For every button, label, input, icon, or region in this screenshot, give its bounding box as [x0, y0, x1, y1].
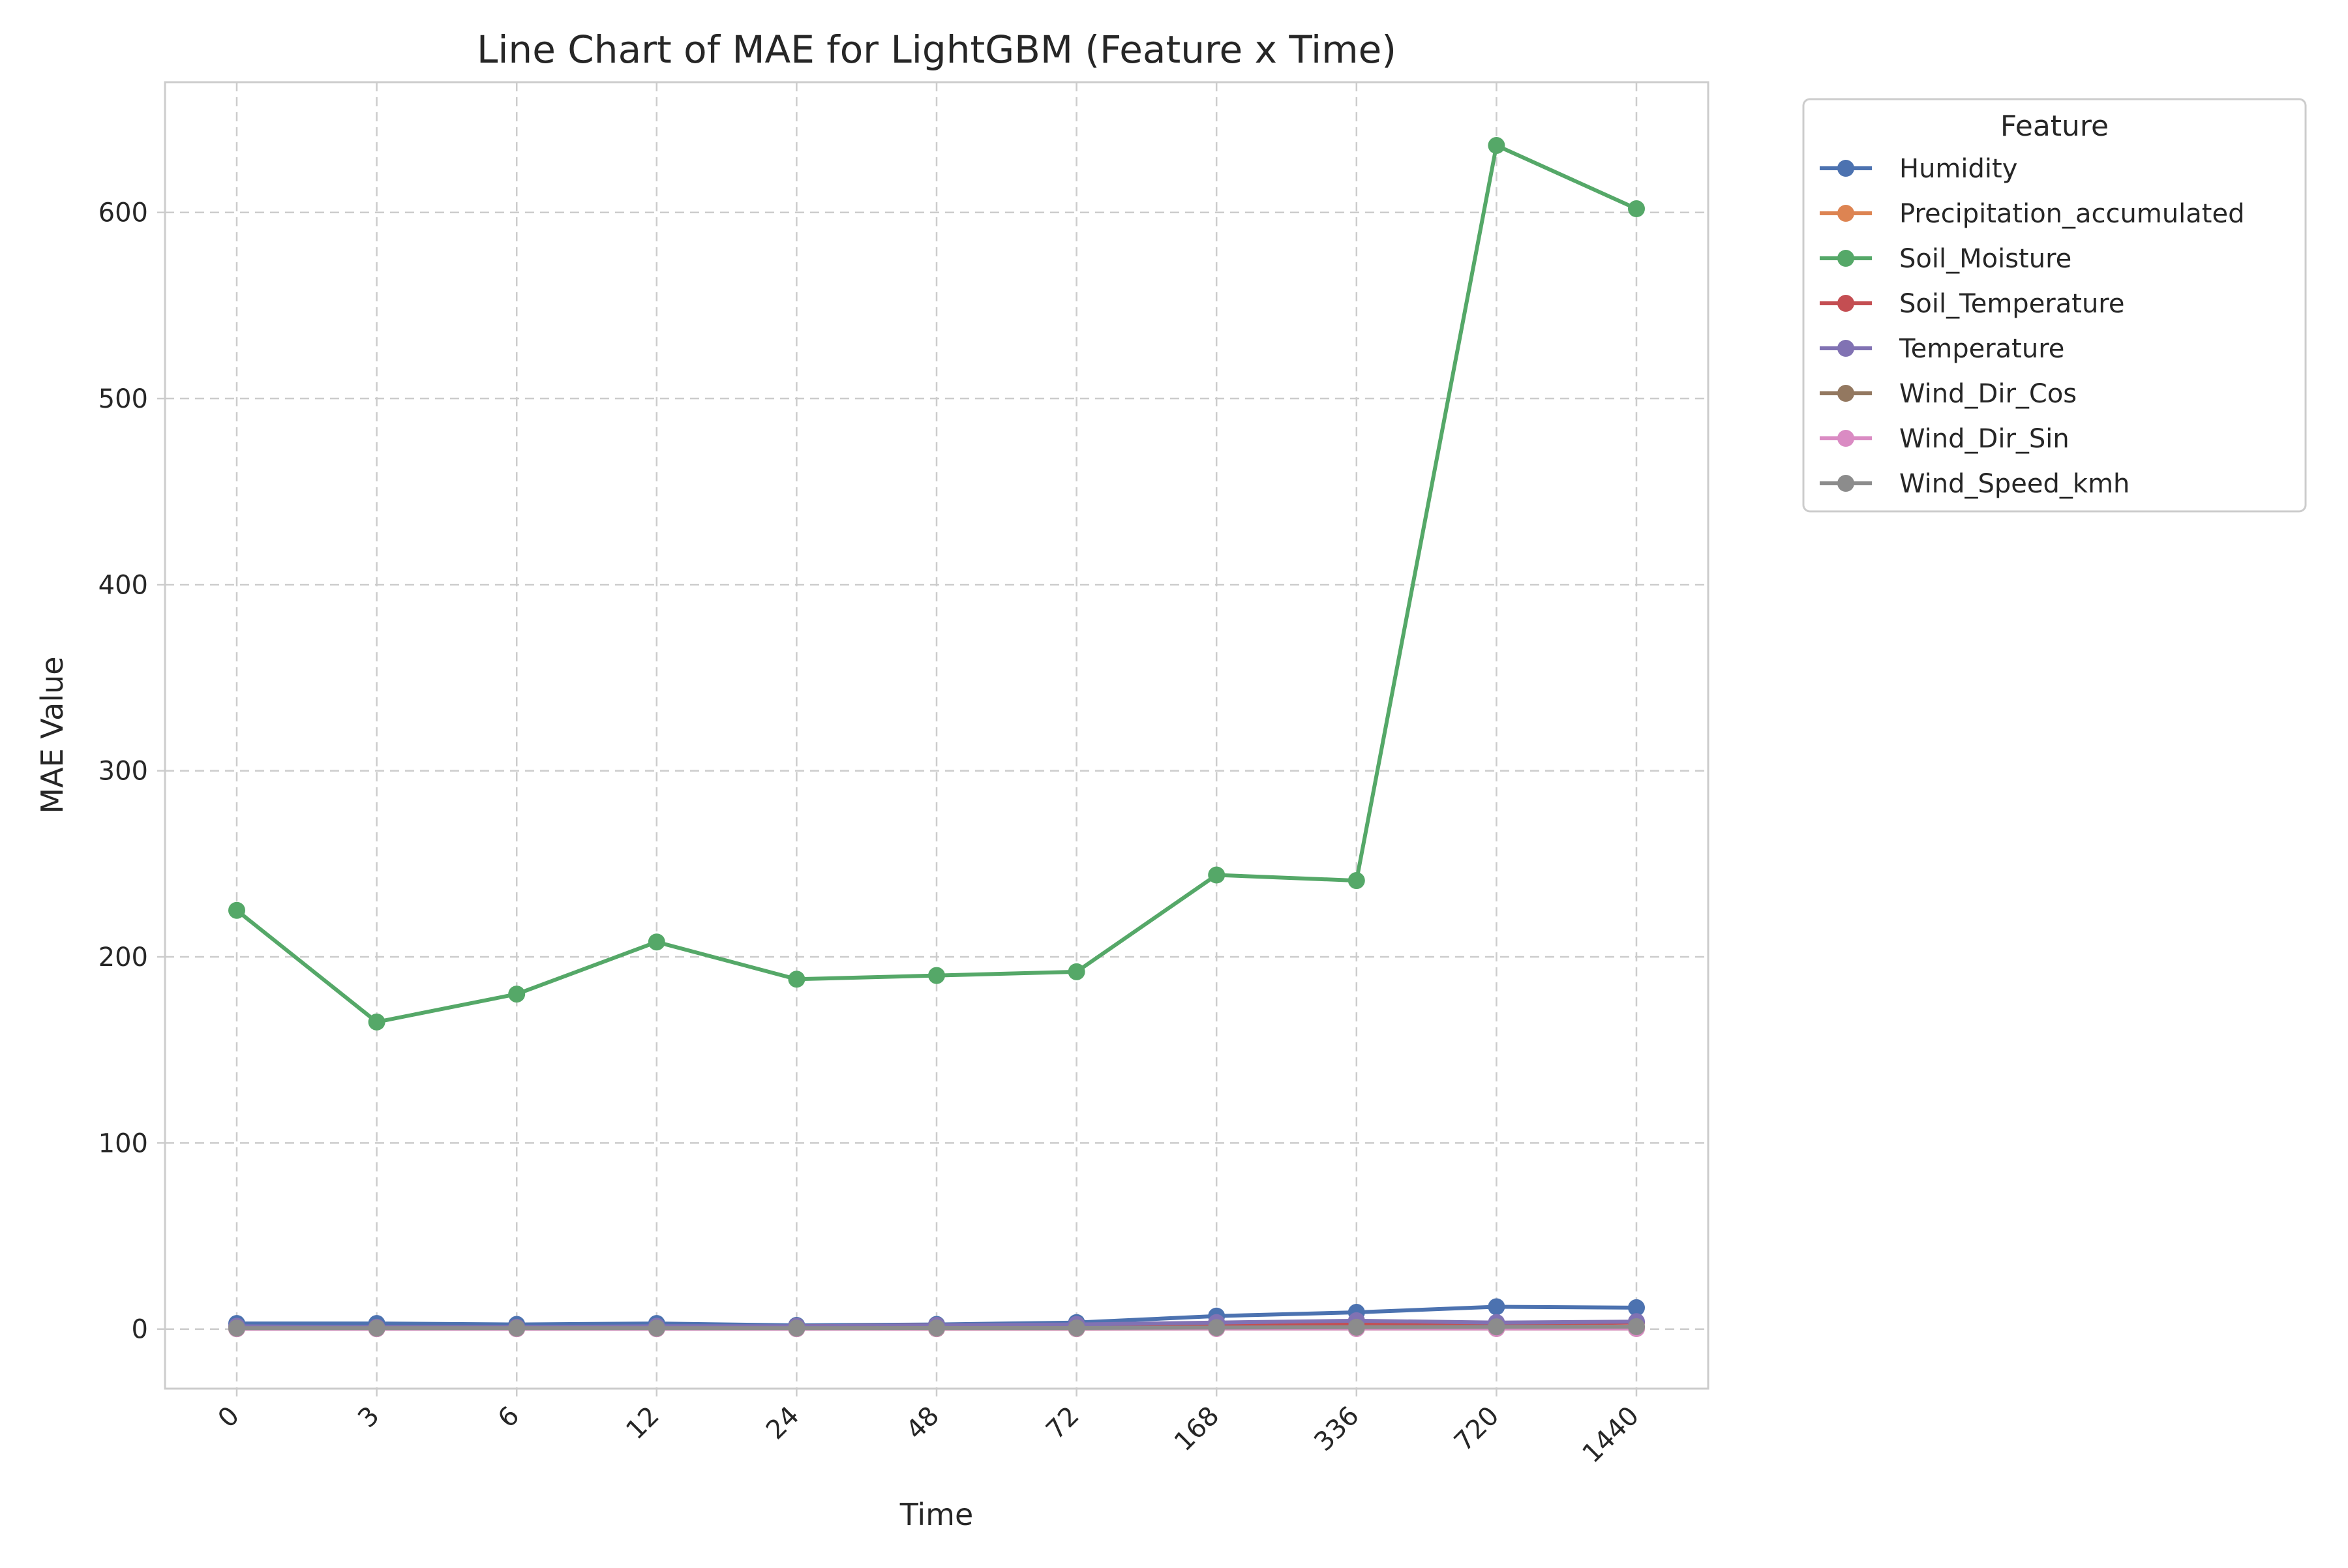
data-point-wind-speed-kmh [788, 1319, 805, 1336]
legend: Feature Humidity Precipitation_accumulate… [1803, 99, 2306, 511]
data-point-wind-speed-kmh [1488, 1318, 1505, 1335]
data-point-wind-speed-kmh [1068, 1319, 1085, 1336]
y-tick-label: 200 [98, 942, 148, 972]
data-point-soil-moisture [1628, 200, 1645, 217]
legend-marker-soil-temperature [1837, 295, 1854, 312]
data-point-wind-speed-kmh [369, 1319, 385, 1336]
legend-label-wind-speed-kmh: Wind_Speed_kmh [1899, 469, 2130, 499]
legend-marker-wind-dir-sin [1837, 430, 1854, 447]
legend-marker-temperature [1837, 340, 1854, 357]
y-tick-label: 400 [98, 570, 148, 600]
legend-title: Feature [2000, 110, 2109, 143]
data-point-soil-moisture [369, 1014, 385, 1031]
x-axis-label: Time [899, 1497, 974, 1532]
data-point-wind-speed-kmh [228, 1319, 245, 1336]
legend-label-temperature: Temperature [1899, 334, 2064, 364]
legend-marker-wind-speed-kmh [1837, 475, 1854, 492]
y-tick-label: 300 [98, 757, 148, 787]
legend-label-soil-moisture: Soil_Moisture [1899, 244, 2071, 274]
legend-marker-soil-moisture [1837, 250, 1854, 267]
y-tick-label: 0 [132, 1315, 148, 1345]
legend-marker-wind-dir-cos [1837, 385, 1854, 402]
y-tick-label: 100 [98, 1128, 148, 1158]
legend-label-wind-dir-sin: Wind_Dir_Sin [1899, 424, 2070, 454]
legend-label-humidity: Humidity [1899, 154, 2017, 184]
y-tick-label: 500 [98, 384, 148, 414]
data-point-soil-moisture [1208, 866, 1225, 883]
data-point-soil-moisture [928, 967, 945, 984]
y-tick-label: 600 [98, 198, 148, 228]
legend-marker-precipitation-accumulated [1837, 205, 1854, 222]
data-point-humidity [1488, 1298, 1505, 1315]
y-axis-label: MAE Value [35, 656, 70, 813]
legend-label-precipitation-accumulated: Precipitation_accumulated [1899, 199, 2245, 229]
data-point-wind-speed-kmh [1348, 1319, 1365, 1336]
data-point-wind-speed-kmh [928, 1319, 945, 1336]
data-point-soil-moisture [1068, 963, 1085, 980]
chart-title: Line Chart of MAE for LightGBM (Feature … [477, 27, 1396, 72]
legend-label-soil-temperature: Soil_Temperature [1899, 289, 2124, 319]
data-point-soil-moisture [1488, 137, 1505, 154]
data-point-wind-speed-kmh [1208, 1319, 1225, 1336]
data-point-wind-speed-kmh [1628, 1318, 1645, 1335]
legend-marker-humidity [1837, 160, 1854, 177]
data-point-wind-speed-kmh [508, 1319, 525, 1336]
legend-label-wind-dir-cos: Wind_Dir_Cos [1899, 379, 2077, 409]
data-point-soil-moisture [228, 902, 245, 919]
data-point-soil-moisture [788, 971, 805, 988]
data-point-soil-moisture [508, 986, 525, 1003]
data-point-wind-speed-kmh [648, 1319, 665, 1336]
data-point-soil-moisture [1348, 872, 1365, 889]
data-point-soil-moisture [648, 933, 665, 950]
